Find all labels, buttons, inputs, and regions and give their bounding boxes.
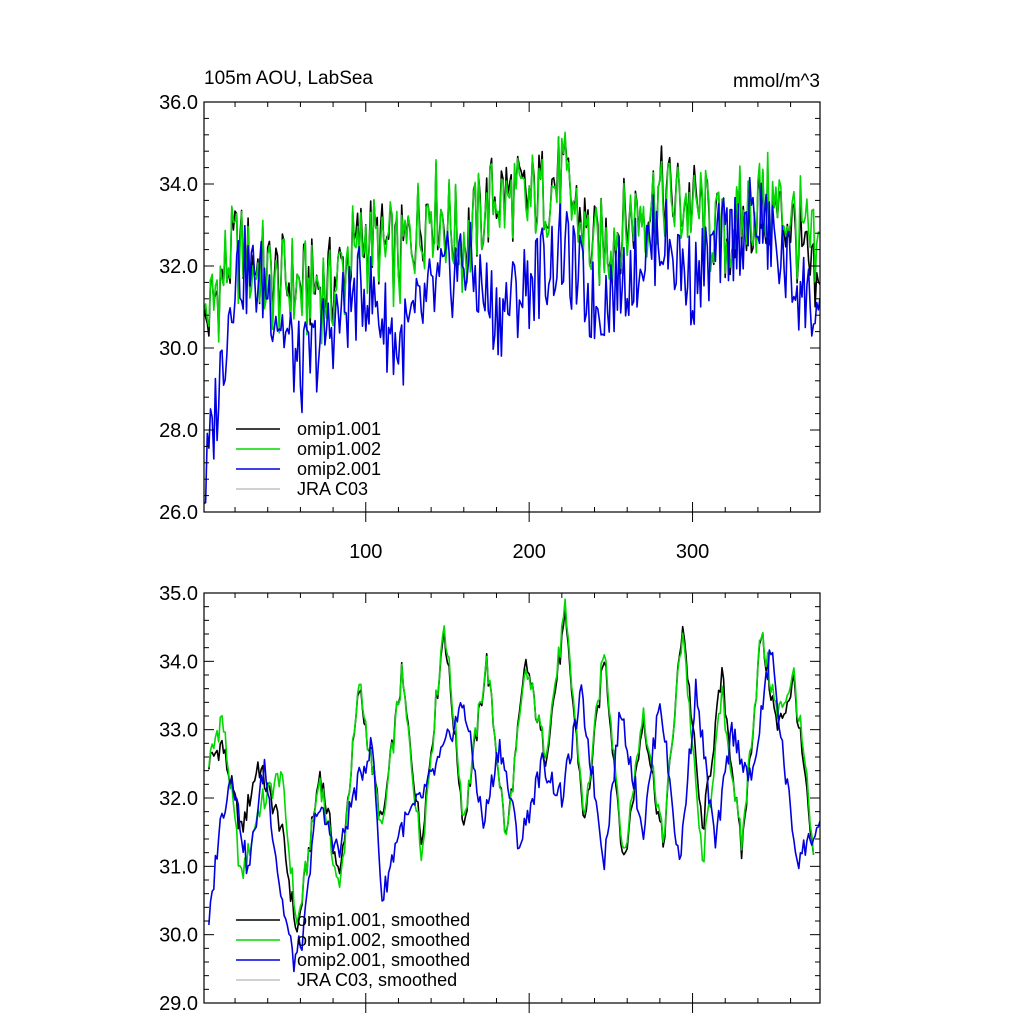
y-tick-label: 32.0 — [159, 256, 198, 278]
legend-label: omip2.001 — [297, 459, 381, 479]
legend-label: omip2.001, smoothed — [297, 950, 470, 970]
y-tick-label: 30.0 — [159, 925, 198, 947]
y-tick-label: 29.0 — [159, 993, 198, 1015]
y-tick-label: 31.0 — [159, 856, 198, 878]
series-line-2 — [208, 598, 815, 925]
units-label: mmol/m^3 — [733, 71, 820, 92]
y-tick-label: 33.0 — [159, 720, 198, 742]
legend-label: omip1.001, smoothed — [297, 910, 470, 930]
y-tick-label: 35.0 — [159, 583, 198, 605]
legend-label: omip1.002 — [297, 439, 381, 459]
series-line-1 — [208, 607, 815, 933]
y-tick-label: 32.0 — [159, 788, 198, 810]
plot-area — [208, 598, 820, 973]
y-tick-label: 34.0 — [159, 651, 198, 673]
bottom-panel: 29.0 30.0 31.0 32.0 33.0 34.0 35.0 omip1.001, s… — [159, 583, 821, 1015]
chart-title: 105m AOU, LabSea — [204, 68, 373, 89]
series-line-3 — [208, 649, 820, 973]
legend-label: omip1.001 — [297, 419, 381, 439]
y-tick-label: 34.0 — [159, 174, 198, 196]
x-tick-label: 100 — [349, 541, 382, 563]
legend-label: JRA C03 — [297, 479, 368, 499]
legend-label: JRA C03, smoothed — [297, 970, 457, 990]
x-tick-label: 300 — [676, 541, 709, 563]
y-tick-label: 28.0 — [159, 420, 198, 442]
y-tick-label: 30.0 — [159, 338, 198, 360]
series-line-3 — [204, 176, 820, 504]
legend-label: omip1.002, smoothed — [297, 930, 470, 950]
x-tick-label: 200 — [512, 541, 545, 563]
top-panel: 26.0 28.0 30.0 32.0 34.0 36.0 100 200 300 omip1.0… — [159, 92, 821, 563]
plot-area — [204, 131, 820, 504]
plot-frame — [203, 101, 821, 513]
y-tick-label: 26.0 — [159, 502, 198, 524]
y-tick-label: 36.0 — [159, 92, 198, 114]
series-line-2 — [204, 131, 820, 345]
